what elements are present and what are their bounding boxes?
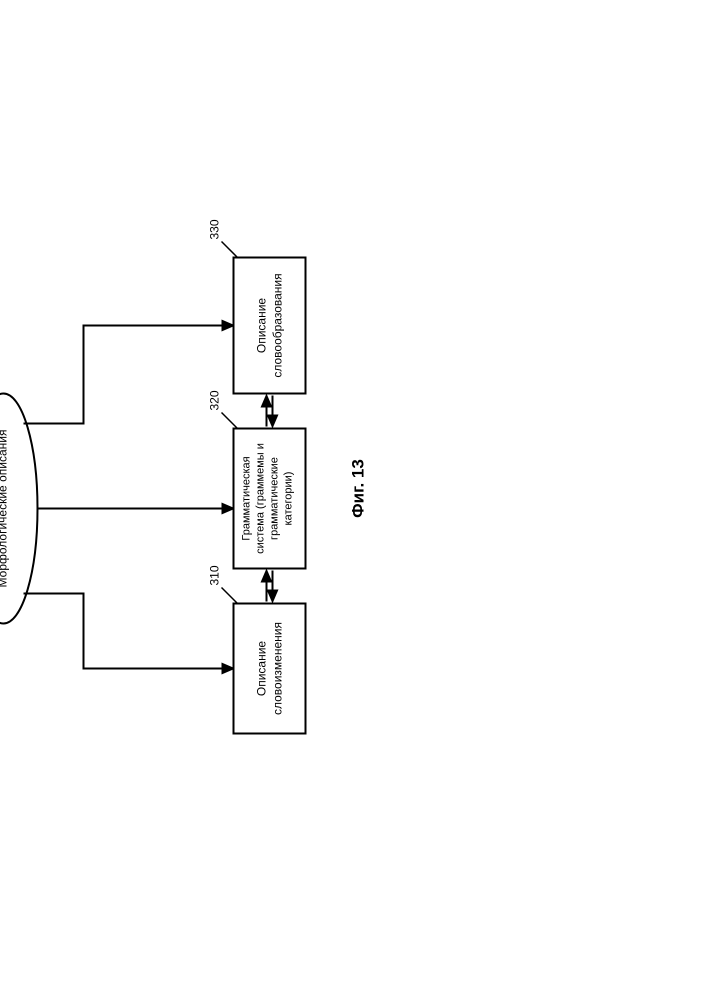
box-middle-line1: Грамматическая (241, 456, 253, 540)
box-middle-ref-leader (222, 413, 238, 429)
box-middle-line2: система (граммемы и (255, 443, 267, 554)
box-right-line2: словообразования (271, 273, 285, 377)
root-ellipse: Морфологические описания 201 (0, 363, 38, 623)
box-right-ref-leader (222, 242, 238, 258)
box-middle-ref: 320 (208, 390, 222, 410)
box-left-ref-leader (222, 588, 238, 604)
figure-caption: Фиг. 13 (349, 459, 368, 518)
box-right: Описание словообразования 330 (208, 219, 306, 393)
box-left-line1: Описание (255, 641, 269, 697)
box-left-ref: 310 (208, 565, 222, 585)
box-middle-line3: грамматические (269, 457, 281, 540)
double-arrow-middle-right (267, 396, 273, 427)
box-left: Описание словоизменения 310 (208, 565, 306, 733)
ellipse-label: Морфологические описания (0, 430, 10, 588)
box-right-rect (234, 258, 306, 394)
box-right-ref: 330 (208, 219, 222, 239)
diagram-canvas: Морфологические описания 201 Описание сл… (0, 0, 707, 1000)
box-middle-line4: категории) (283, 472, 295, 526)
fanout-lines (24, 326, 234, 669)
box-left-rect (234, 604, 306, 734)
box-right-line1: Описание (255, 298, 269, 354)
box-left-line2: словоизменения (271, 622, 285, 715)
double-arrow-left-middle (267, 571, 273, 602)
box-middle: Грамматическая система (граммемы и грамм… (208, 390, 306, 568)
